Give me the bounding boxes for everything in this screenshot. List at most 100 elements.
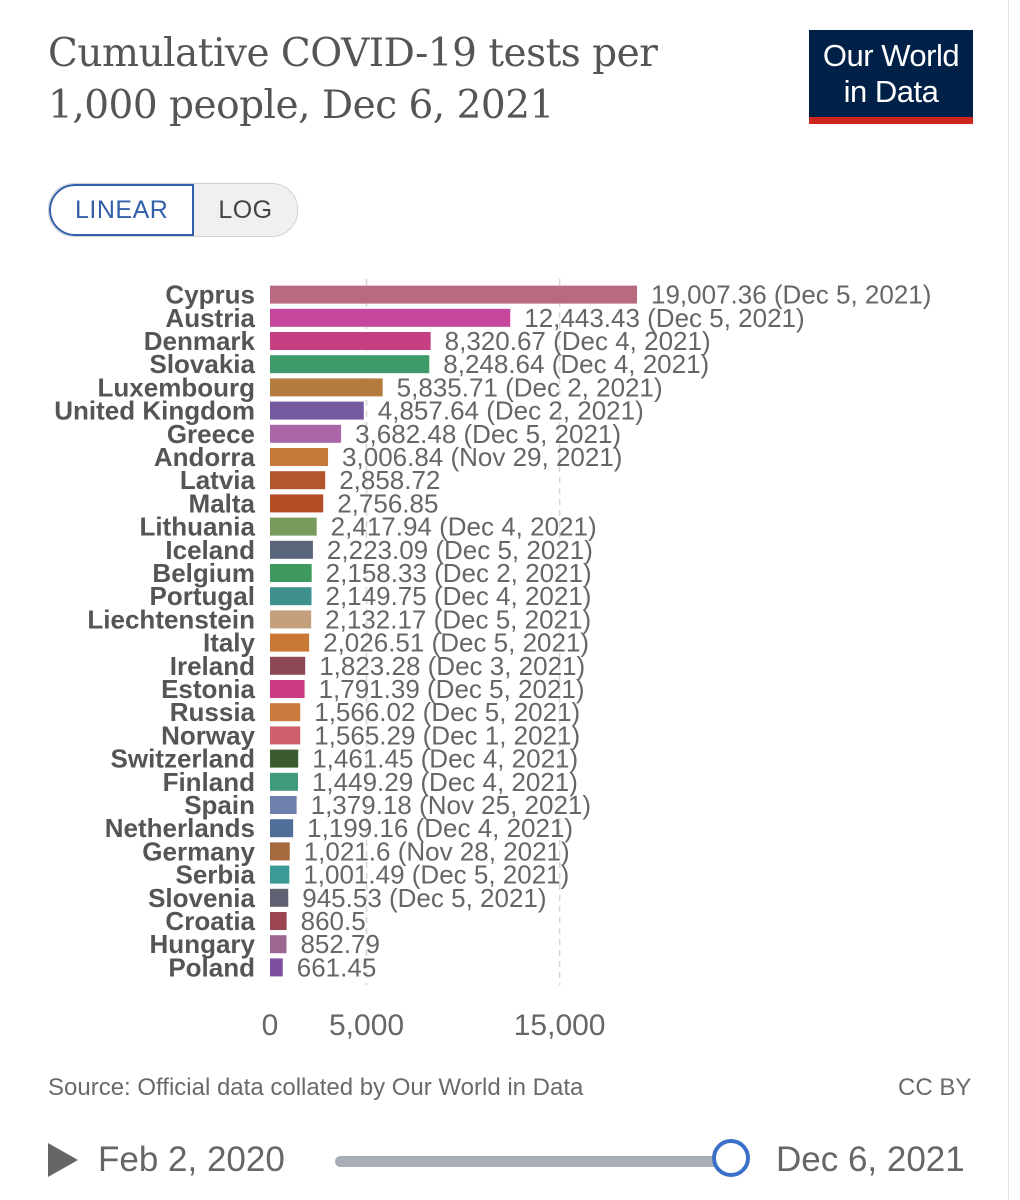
value-label: 661.45 <box>297 952 377 982</box>
value-label: 2,149.75 (Dec 4, 2021) <box>326 581 592 611</box>
bar[interactable] <box>270 680 305 698</box>
timeline-end-date: Dec 6, 2021 <box>776 1140 965 1179</box>
bar[interactable] <box>270 772 298 791</box>
timeline-start-date: Feb 2, 2020 <box>98 1140 285 1179</box>
value-label: 860.5 <box>301 906 366 936</box>
bar[interactable] <box>270 703 301 722</box>
value-label: 1,565.29 (Dec 1, 2021) <box>314 720 580 750</box>
value-label: 945.53 (Dec 5, 2021) <box>302 883 546 913</box>
country-label: Croatia <box>165 906 255 936</box>
value-label: 1,021.6 (Nov 28, 2021) <box>304 836 570 866</box>
value-label: 2,026.51 (Dec 5, 2021) <box>323 628 589 658</box>
country-label: Belgium <box>152 558 255 588</box>
country-label: Andorra <box>154 442 256 472</box>
timeline-track[interactable] <box>335 1156 735 1167</box>
owid-logo[interactable]: Our World in Data <box>809 30 973 124</box>
value-label: 2,858.72 <box>339 465 440 495</box>
timeline-handle[interactable] <box>712 1139 750 1177</box>
country-label: Denmark <box>144 326 256 356</box>
value-label: 2,158.33 (Dec 2, 2021) <box>326 558 592 588</box>
bar[interactable] <box>270 448 329 466</box>
country-label: Netherlands <box>105 813 255 843</box>
value-label: 2,132.17 (Dec 5, 2021) <box>325 604 591 634</box>
bar[interactable] <box>270 656 306 675</box>
value-label: 1,823.28 (Dec 3, 2021) <box>319 651 585 681</box>
country-label: Switzerland <box>111 744 255 774</box>
x-tick-label: 5,000 <box>329 1009 404 1040</box>
value-label: 4,857.64 (Dec 2, 2021) <box>378 396 644 426</box>
logo-accent-bar <box>809 117 973 124</box>
bar[interactable] <box>270 332 431 350</box>
country-label: Luxembourg <box>98 372 255 402</box>
bar[interactable] <box>270 865 290 884</box>
bar[interactable] <box>270 471 326 490</box>
bar[interactable] <box>270 308 511 327</box>
value-label: 1,449.29 (Dec 4, 2021) <box>312 767 578 797</box>
value-label: 852.79 <box>300 929 380 959</box>
value-label: 1,001.49 (Dec 5, 2021) <box>303 860 569 890</box>
value-label: 1,461.45 (Dec 4, 2021) <box>312 744 578 774</box>
bar[interactable] <box>270 610 312 629</box>
bar[interactable] <box>270 494 324 513</box>
value-label: 2,223.09 (Dec 5, 2021) <box>327 535 593 565</box>
linear-scale-button[interactable]: LINEAR <box>49 184 195 236</box>
bar[interactable] <box>270 958 283 977</box>
country-label: Ireland <box>170 651 255 681</box>
country-label: Spain <box>184 790 255 820</box>
chart-title: Cumulative COVID-19 tests per 1,000 peop… <box>48 31 658 128</box>
value-label: 19,007.36 (Dec 5, 2021) <box>651 280 931 310</box>
bar[interactable] <box>270 749 299 768</box>
country-label: Greece <box>167 419 255 449</box>
country-label: Finland <box>163 767 255 797</box>
bar[interactable] <box>270 285 637 304</box>
country-label: Cyprus <box>165 280 255 310</box>
play-icon[interactable] <box>48 1143 78 1177</box>
bar[interactable] <box>270 355 430 374</box>
country-label: Norway <box>161 720 255 750</box>
country-label: Italy <box>203 628 256 658</box>
bar[interactable] <box>270 726 301 745</box>
country-label: Russia <box>170 697 256 727</box>
bar-chart: Cyprus 19,007.36 (Dec 5, 2021) Austria 12,4… <box>54 279 931 1040</box>
license-link[interactable]: CC BY <box>898 1074 972 1101</box>
scale-toggle: LINEAR LOG <box>48 183 298 237</box>
country-label: Malta <box>189 488 256 518</box>
bar[interactable] <box>270 378 383 397</box>
bar[interactable] <box>270 796 297 814</box>
country-label: Liechtenstein <box>87 604 255 634</box>
bar[interactable] <box>270 842 290 861</box>
bar[interactable] <box>270 912 287 930</box>
logo-line-1: Our World <box>822 38 960 73</box>
country-label: Slovakia <box>149 349 255 379</box>
source-note: Source: Official data collated by Our Wo… <box>48 1074 584 1101</box>
bar[interactable] <box>270 401 364 420</box>
log-scale-button[interactable]: LOG <box>194 184 297 236</box>
country-label: Lithuania <box>139 512 255 542</box>
bar[interactable] <box>270 888 289 907</box>
value-label: 1,379.18 (Nov 25, 2021) <box>311 790 591 820</box>
bar[interactable] <box>270 633 310 652</box>
bar[interactable] <box>270 540 313 559</box>
bar[interactable] <box>270 935 287 954</box>
value-label: 8,248.64 (Dec 4, 2021) <box>443 349 709 379</box>
value-label: 2,756.85 <box>337 488 438 518</box>
bar[interactable] <box>270 587 312 606</box>
value-label: 12,443.43 (Dec 5, 2021) <box>524 303 804 333</box>
bar[interactable] <box>270 564 312 582</box>
country-label: Austria <box>165 303 255 333</box>
bar[interactable] <box>270 517 317 536</box>
country-label: United Kingdom <box>54 396 255 426</box>
country-label: Slovenia <box>148 883 255 913</box>
country-label: Serbia <box>176 860 256 890</box>
value-label: 3,682.48 (Dec 5, 2021) <box>355 419 621 449</box>
country-label: Germany <box>142 836 255 866</box>
bar[interactable] <box>270 819 294 838</box>
country-label: Hungary <box>150 929 256 959</box>
logo-line-2: in Data <box>843 74 939 109</box>
value-label: 1,566.02 (Dec 5, 2021) <box>314 697 580 727</box>
value-label: 1,791.39 (Dec 5, 2021) <box>319 674 585 704</box>
country-label: Latvia <box>180 465 256 495</box>
country-label: Portugal <box>150 581 255 611</box>
bar[interactable] <box>270 424 342 443</box>
